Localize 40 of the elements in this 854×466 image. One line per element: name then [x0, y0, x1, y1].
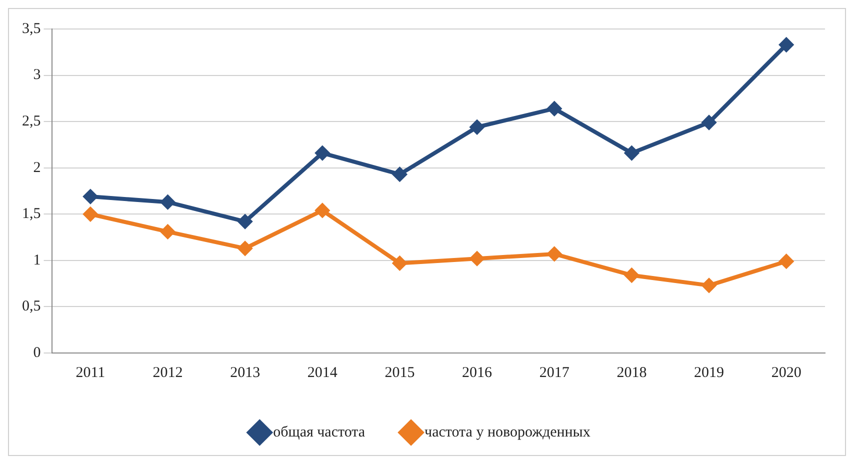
- point: [315, 203, 330, 218]
- x-tick-label: 2019: [694, 364, 724, 381]
- point: [547, 246, 562, 261]
- point: [315, 146, 330, 160]
- x-tick-label: 2014: [307, 364, 338, 381]
- point: [470, 120, 484, 134]
- point: [779, 38, 794, 52]
- y-tick-label: 0: [33, 344, 41, 361]
- point: [392, 167, 407, 182]
- x-tick-label: 2013: [230, 364, 260, 381]
- x-tick-label: 2020: [771, 364, 802, 381]
- x-tick-label: 2018: [616, 364, 647, 381]
- y-tick-label: 1: [33, 252, 41, 268]
- point: [702, 115, 716, 130]
- legend-label: общая частота: [273, 424, 366, 440]
- point: [83, 190, 98, 204]
- y-tick-label: 3: [33, 67, 41, 84]
- point: [238, 241, 252, 256]
- point: [238, 214, 252, 229]
- y-tick-label: 0,5: [22, 298, 41, 315]
- point: [392, 256, 407, 270]
- legend-label: частота у новорожденных: [424, 424, 591, 440]
- point: [779, 254, 794, 268]
- point: [624, 146, 639, 160]
- point: [702, 278, 716, 292]
- y-tick-label: 2,5: [22, 114, 41, 130]
- x-tick-label: 2017: [539, 364, 570, 381]
- x-tick-label: 2012: [152, 364, 183, 381]
- point: [470, 252, 484, 266]
- y-tick-label: 1,5: [22, 206, 41, 222]
- point: [160, 195, 175, 210]
- x-tick-label: 2015: [384, 364, 415, 381]
- point: [83, 207, 98, 222]
- y-tick-label: 3,5: [22, 20, 41, 37]
- x-tick-label: 2016: [462, 364, 493, 381]
- point: [624, 268, 639, 282]
- point: [547, 102, 562, 116]
- y-tick-label: 2: [33, 160, 41, 176]
- point: [160, 224, 175, 239]
- x-tick-label: 2011: [76, 364, 106, 381]
